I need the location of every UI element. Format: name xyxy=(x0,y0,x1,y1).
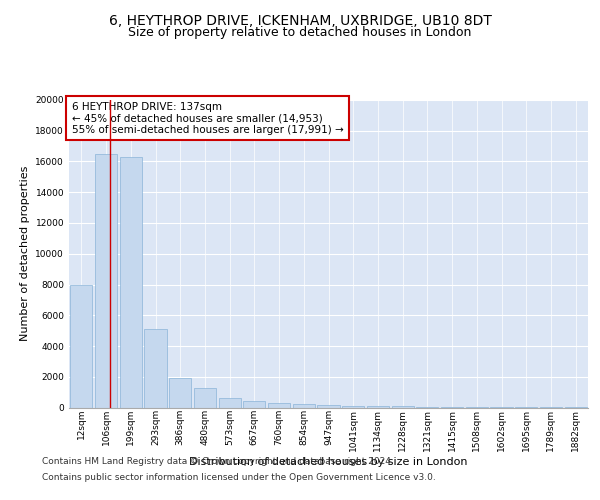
Bar xyxy=(367,406,389,407)
Text: Contains public sector information licensed under the Open Government Licence v3: Contains public sector information licen… xyxy=(42,472,436,482)
Bar xyxy=(218,398,241,407)
Text: Size of property relative to detached houses in London: Size of property relative to detached ho… xyxy=(128,26,472,39)
X-axis label: Distribution of detached houses by size in London: Distribution of detached houses by size … xyxy=(189,456,468,466)
Bar xyxy=(466,407,488,408)
Bar xyxy=(293,404,315,407)
Bar xyxy=(416,406,439,408)
Bar xyxy=(70,284,92,408)
Bar xyxy=(95,154,117,407)
Bar xyxy=(317,405,340,407)
Bar xyxy=(392,406,414,408)
Bar xyxy=(145,329,167,407)
Y-axis label: Number of detached properties: Number of detached properties xyxy=(20,166,30,342)
Bar xyxy=(169,378,191,408)
Bar xyxy=(441,407,463,408)
Bar xyxy=(342,406,364,407)
Text: Contains HM Land Registry data © Crown copyright and database right 2024.: Contains HM Land Registry data © Crown c… xyxy=(42,458,394,466)
Bar xyxy=(243,402,265,407)
Text: 6, HEYTHROP DRIVE, ICKENHAM, UXBRIDGE, UB10 8DT: 6, HEYTHROP DRIVE, ICKENHAM, UXBRIDGE, U… xyxy=(109,14,491,28)
Bar xyxy=(194,388,216,407)
Bar xyxy=(119,157,142,407)
Bar xyxy=(268,403,290,407)
Text: 6 HEYTHROP DRIVE: 137sqm
← 45% of detached houses are smaller (14,953)
55% of se: 6 HEYTHROP DRIVE: 137sqm ← 45% of detach… xyxy=(71,102,343,134)
